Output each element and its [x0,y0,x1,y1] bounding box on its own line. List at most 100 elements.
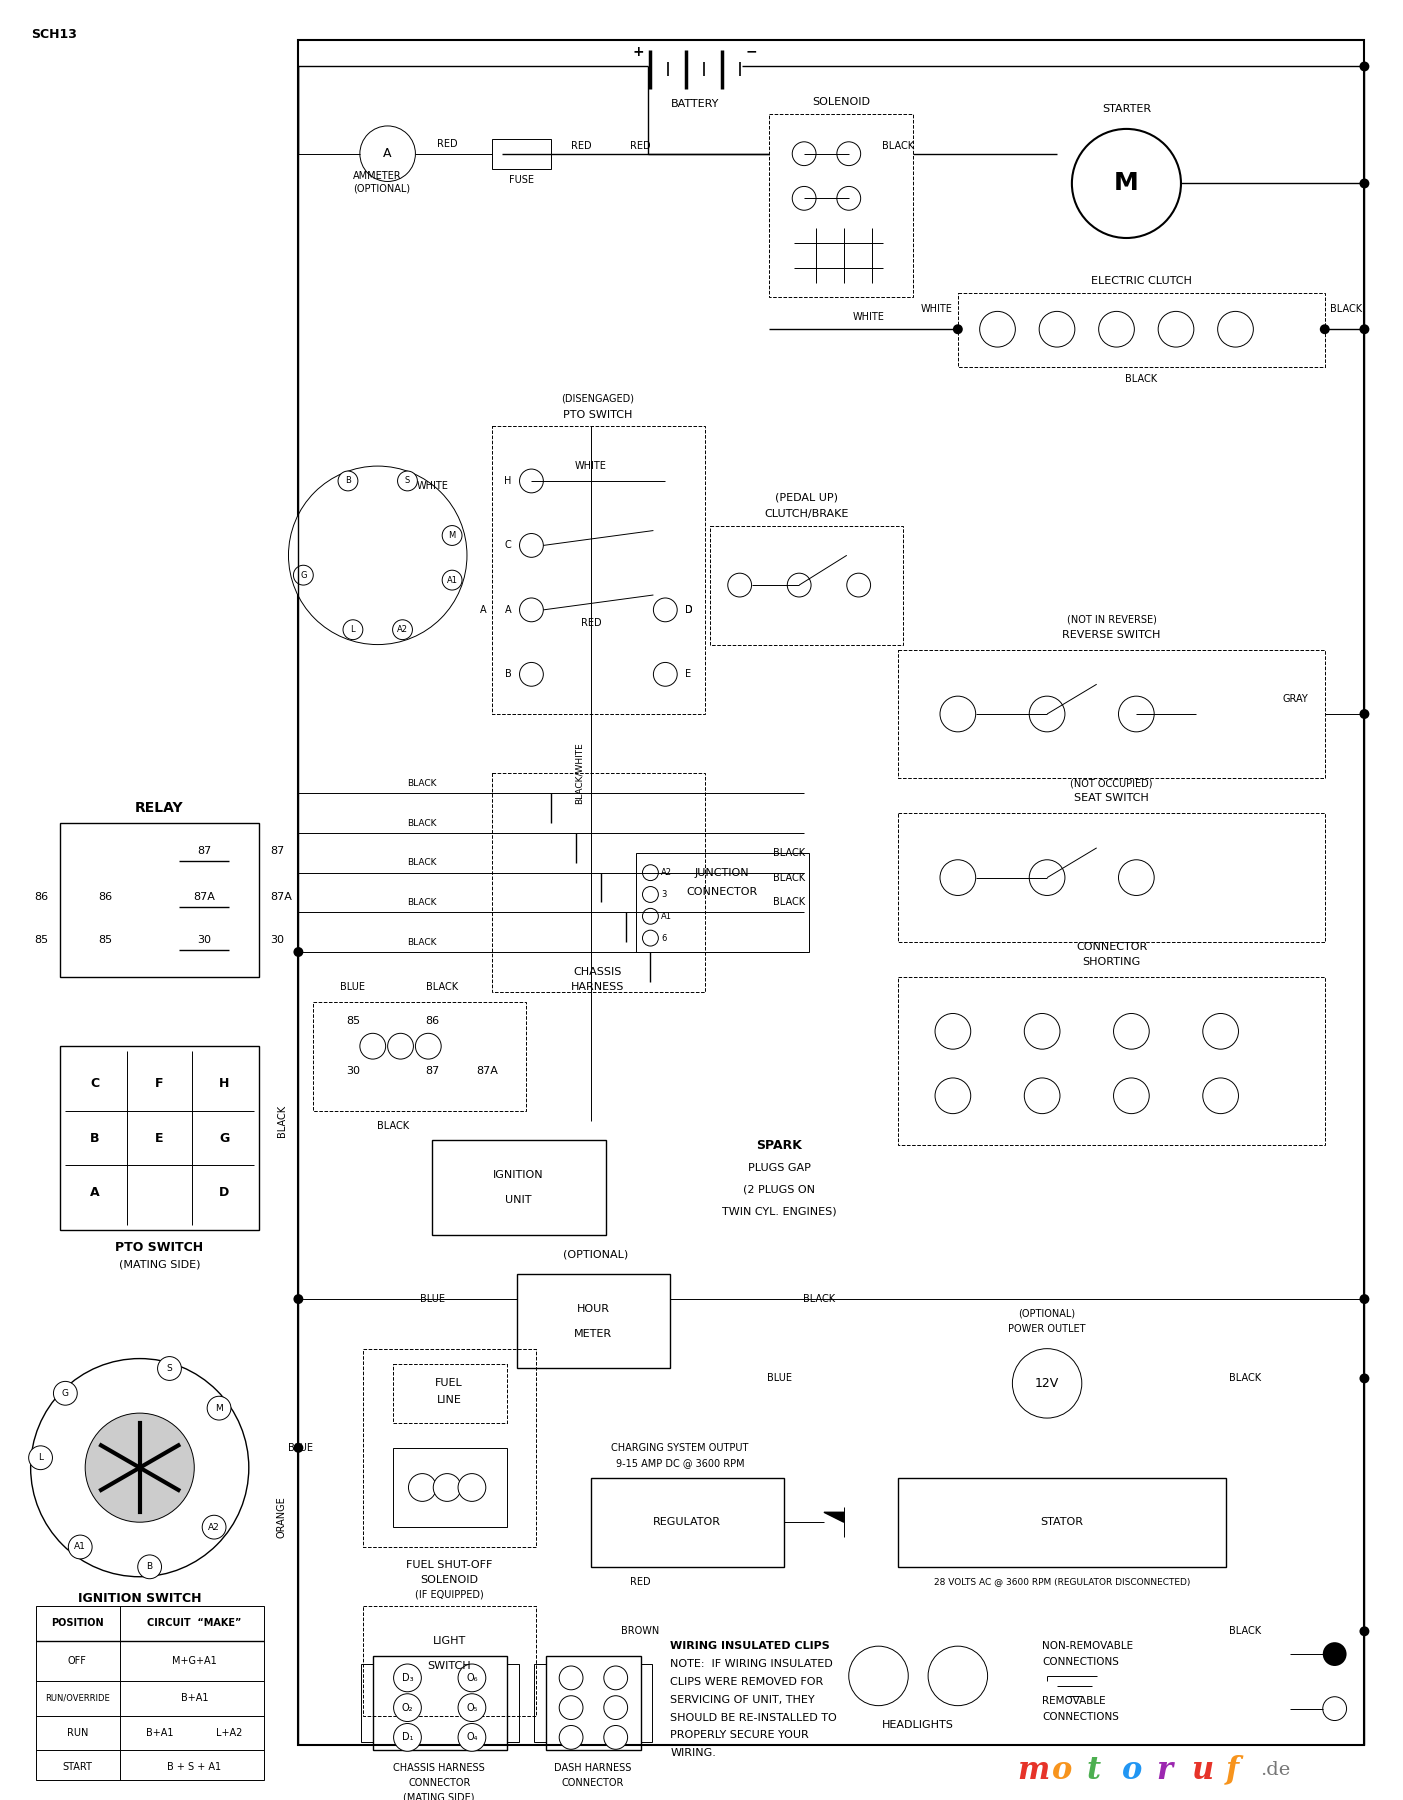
Text: STATOR: STATOR [1041,1517,1083,1526]
Text: (PEDAL UP): (PEDAL UP) [774,493,838,502]
Circle shape [519,662,543,686]
Circle shape [397,472,417,491]
Text: CONNECTIONS: CONNECTIONS [1042,1712,1120,1721]
Text: RED: RED [436,139,457,149]
Text: O₅: O₅ [466,1703,477,1712]
Text: B: B [146,1562,153,1571]
Text: BLACK: BLACK [408,938,438,947]
Text: 12V: 12V [1035,1377,1059,1390]
Text: 87A: 87A [271,893,292,902]
Circle shape [1360,1627,1369,1636]
Circle shape [1157,311,1194,347]
Circle shape [560,1696,584,1719]
Text: WHITE: WHITE [920,304,953,315]
Circle shape [457,1724,485,1751]
Text: (2 PLUGS ON: (2 PLUGS ON [744,1184,815,1195]
Circle shape [519,470,543,493]
Bar [546,1656,641,1750]
Text: H: H [504,475,512,486]
Text: −: − [746,45,758,59]
Text: (MATING SIDE): (MATING SIDE) [119,1260,201,1269]
Circle shape [1202,1078,1239,1114]
Text: u: u [1191,1755,1214,1786]
Circle shape [1114,1013,1149,1049]
Text: SEAT SWITCH: SEAT SWITCH [1075,794,1149,803]
Text: UNIT: UNIT [505,1195,532,1204]
Text: (IF EQUIPPED): (IF EQUIPPED) [415,1589,484,1600]
Circle shape [1360,178,1369,189]
Text: CHARGING SYSTEM OUTPUT: CHARGING SYSTEM OUTPUT [612,1444,749,1453]
Text: E: E [685,670,692,679]
Text: M+G+A1: M+G+A1 [173,1656,216,1667]
Text: BLUE: BLUE [419,1294,445,1303]
Circle shape [643,909,658,923]
Circle shape [603,1696,627,1719]
Text: BLACK/WHITE: BLACK/WHITE [575,743,584,805]
Text: PROPERLY SECURE YOUR: PROPERLY SECURE YOUR [671,1730,810,1741]
Text: LINE: LINE [436,1395,462,1406]
Text: SERVICING OF UNIT, THEY: SERVICING OF UNIT, THEY [671,1696,815,1705]
Text: r: r [1156,1755,1173,1786]
Text: CONNECTOR: CONNECTOR [1076,941,1148,952]
Text: D: D [685,605,693,616]
Text: BLACK: BLACK [773,848,805,859]
Circle shape [1323,1642,1347,1667]
Text: ORANGE: ORANGE [276,1496,286,1539]
Text: WIRING INSULATED CLIPS: WIRING INSULATED CLIPS [671,1642,831,1651]
Bar [516,1274,671,1368]
Text: BLUE: BLUE [767,1373,791,1384]
Text: RED: RED [581,617,602,628]
Circle shape [1360,1294,1369,1303]
Text: CONNECTOR: CONNECTOR [686,887,758,898]
Text: B + S + A1: B + S + A1 [167,1762,222,1773]
Text: OFF: OFF [67,1656,87,1667]
Text: BLACK: BLACK [1229,1373,1261,1384]
Circle shape [361,126,415,182]
Bar [492,427,704,715]
Text: BLACK: BLACK [427,981,459,992]
Text: CONNECTIONS: CONNECTIONS [1042,1658,1120,1667]
Text: CONNECTOR: CONNECTOR [408,1778,470,1787]
Text: HARNESS: HARNESS [571,981,624,992]
Text: A: A [505,605,512,616]
Text: JUNCTION: JUNCTION [694,868,749,878]
Circle shape [934,1013,971,1049]
Text: (OPTIONAL): (OPTIONAL) [1019,1309,1076,1319]
Circle shape [1024,1013,1061,1049]
Text: WIRING.: WIRING. [671,1748,716,1759]
Text: RUN/OVERRIDE: RUN/OVERRIDE [45,1694,109,1703]
Circle shape [836,187,860,211]
Text: CHASSIS HARNESS: CHASSIS HARNESS [393,1764,485,1773]
Text: BLUE: BLUE [288,1444,313,1453]
Circle shape [394,1663,421,1692]
Circle shape [1072,130,1181,238]
Circle shape [603,1667,627,1690]
Text: BLACK: BLACK [773,898,805,907]
Text: BLACK: BLACK [276,1105,286,1136]
Text: RED: RED [571,140,591,151]
Text: B: B [90,1132,100,1145]
Text: f: f [1226,1755,1239,1786]
Circle shape [940,697,975,733]
Bar [363,1606,536,1715]
Text: G: G [62,1390,69,1399]
Text: 30: 30 [347,1066,361,1076]
Circle shape [387,1033,414,1058]
Circle shape [793,187,817,211]
Circle shape [560,1726,584,1750]
Text: IGNITION: IGNITION [494,1170,544,1181]
Circle shape [519,533,543,558]
Text: NOTE:  IF WIRING INSULATED: NOTE: IF WIRING INSULATED [671,1660,833,1669]
Circle shape [1360,709,1369,718]
Text: o: o [1121,1755,1142,1786]
Bar [641,1663,652,1742]
Circle shape [793,142,817,166]
Text: A2: A2 [208,1523,220,1532]
Text: O₆: O₆ [466,1672,477,1683]
Circle shape [1114,1078,1149,1114]
Circle shape [1099,311,1135,347]
Bar [492,774,704,992]
Text: METER: METER [574,1328,612,1339]
Circle shape [1024,1078,1061,1114]
Text: A1: A1 [661,913,672,922]
